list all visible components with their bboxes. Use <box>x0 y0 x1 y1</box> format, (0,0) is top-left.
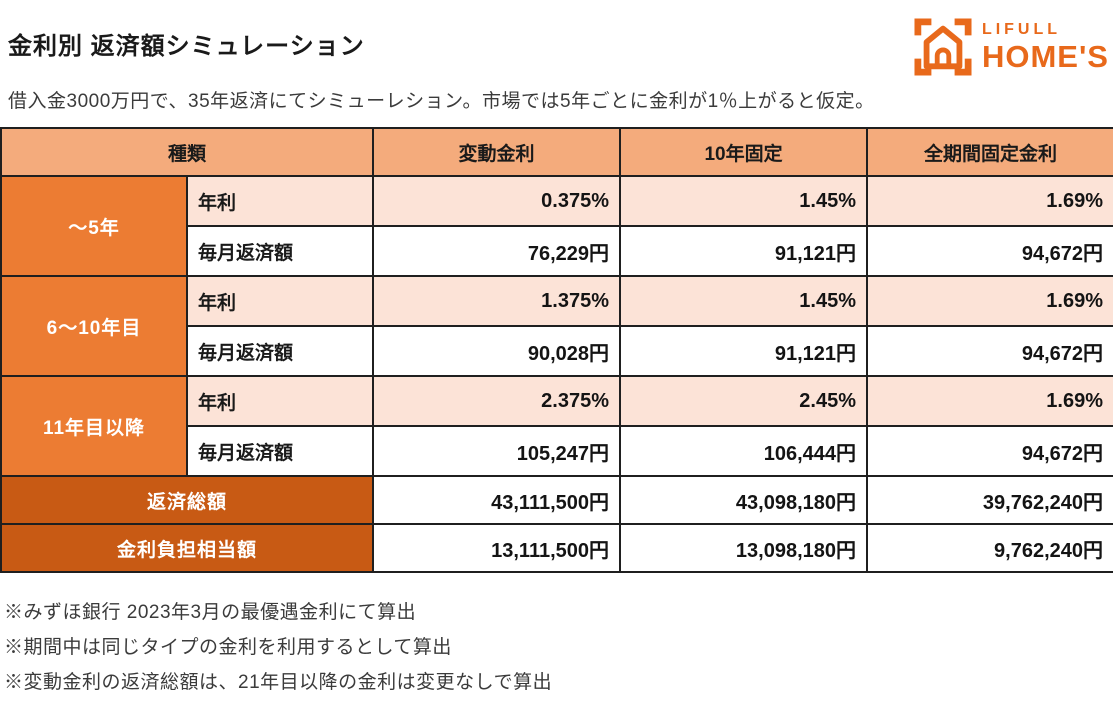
row-label-monthly-payment: 毎月返済額 <box>185 425 375 477</box>
cell-value: 1.69% <box>866 175 1113 227</box>
column-header-10yr-fixed: 10年固定 <box>619 127 869 177</box>
cell-value: 39,762,240円 <box>866 475 1113 525</box>
cell-value: 94,672円 <box>866 425 1113 477</box>
interest-burden-row: 金利負担相当額 13,111,500円 13,098,180円 9,762,24… <box>0 523 1113 573</box>
cell-value: 91,121円 <box>619 325 869 377</box>
table-header-row: 種類 変動金利 10年固定 全期間固定金利 <box>0 127 1113 177</box>
footnote-rate-source: ※みずほ銀行 2023年3月の最優遇金利にて算出 <box>4 602 417 623</box>
table-row: 毎月返済額 90,028円 91,121円 94,672円 <box>1 325 1113 377</box>
column-header-variable-rate: 変動金利 <box>372 127 622 177</box>
cell-value: 1.69% <box>866 375 1113 427</box>
repayment-simulation-table: 種類 変動金利 10年固定 全期間固定金利 ～5年 年利 0.375% 1.45… <box>0 127 1113 573</box>
period-label-first-5-years: ～5年 <box>0 175 188 277</box>
logo-text: LIFULL HOME'S <box>981 21 1109 74</box>
cell-value: 94,672円 <box>866 225 1113 277</box>
row-label-annual-rate: 年利 <box>185 175 375 227</box>
cell-value: 1.45% <box>619 275 869 327</box>
cell-value: 43,111,500円 <box>372 475 622 525</box>
cell-value: 105,247円 <box>372 425 622 477</box>
column-header-full-term-fixed: 全期間固定金利 <box>866 127 1113 177</box>
column-header-type: 種類 <box>0 127 375 177</box>
period-label-years-6-10: 6～10年目 <box>0 275 188 377</box>
table-row: 毎月返済額 76,229円 91,121円 94,672円 <box>1 225 1113 277</box>
cell-value: 0.375% <box>372 175 622 227</box>
cell-value: 2.45% <box>619 375 869 427</box>
footnote-same-rate-type: ※期間中は同じタイプの金利を利用するとして算出 <box>4 637 452 658</box>
footnotes: ※みずほ銀行 2023年3月の最優遇金利にて算出 ※期間中は同じタイプの金利を利… <box>4 595 1105 700</box>
page-header: 金利別 返済額シミュレーション LIFULL HOME'S <box>0 0 1113 86</box>
logo-brand-lifull: LIFULL <box>981 21 1062 38</box>
row-label-annual-rate: 年利 <box>185 375 375 427</box>
cell-value: 1.69% <box>866 275 1113 327</box>
logo-brand-homes: HOME'S <box>981 39 1109 74</box>
row-label-total-repayment: 返済総額 <box>0 475 375 525</box>
cell-value: 90,028円 <box>372 325 622 377</box>
table-row: 6～10年目 年利 1.375% 1.45% 1.69% <box>0 275 1113 377</box>
total-repayment-row: 返済総額 43,111,500円 43,098,180円 39,762,240円 <box>0 475 1113 525</box>
lifull-homes-logo: LIFULL HOME'S <box>914 18 1109 76</box>
cell-value: 13,098,180円 <box>619 523 869 573</box>
house-in-frame-icon <box>914 18 972 76</box>
row-label-annual-rate: 年利 <box>185 275 375 327</box>
table-row: 毎月返済額 105,247円 106,444円 94,672円 <box>1 425 1113 477</box>
row-label-interest-burden: 金利負担相当額 <box>0 523 375 573</box>
cell-value: 43,098,180円 <box>619 475 869 525</box>
cell-value: 2.375% <box>372 375 622 427</box>
table-row: 11年目以降 年利 2.375% 2.45% 1.69% <box>0 375 1113 477</box>
cell-value: 106,444円 <box>619 425 869 477</box>
footnote-variable-rate-assumption: ※変動金利の返済総額は、21年目以降の金利は変更なしで算出 <box>4 672 553 693</box>
row-label-monthly-payment: 毎月返済額 <box>185 225 375 277</box>
table-row: ～5年 年利 0.375% 1.45% 1.69% <box>0 175 1113 277</box>
period-label-year-11-onward: 11年目以降 <box>0 375 188 477</box>
cell-value: 1.375% <box>372 275 622 327</box>
cell-value: 1.45% <box>619 175 869 227</box>
row-label-monthly-payment: 毎月返済額 <box>185 325 375 377</box>
cell-value: 94,672円 <box>866 325 1113 377</box>
page-title: 金利別 返済額シミュレーション <box>8 33 365 60</box>
cell-value: 9,762,240円 <box>866 523 1113 573</box>
cell-value: 76,229円 <box>372 225 622 277</box>
cell-value: 13,111,500円 <box>372 523 622 573</box>
cell-value: 91,121円 <box>619 225 869 277</box>
simulation-assumption-text: 借入金3000万円で、35年返済にてシミューレション。市場では5年ごとに金利が1… <box>8 91 875 112</box>
